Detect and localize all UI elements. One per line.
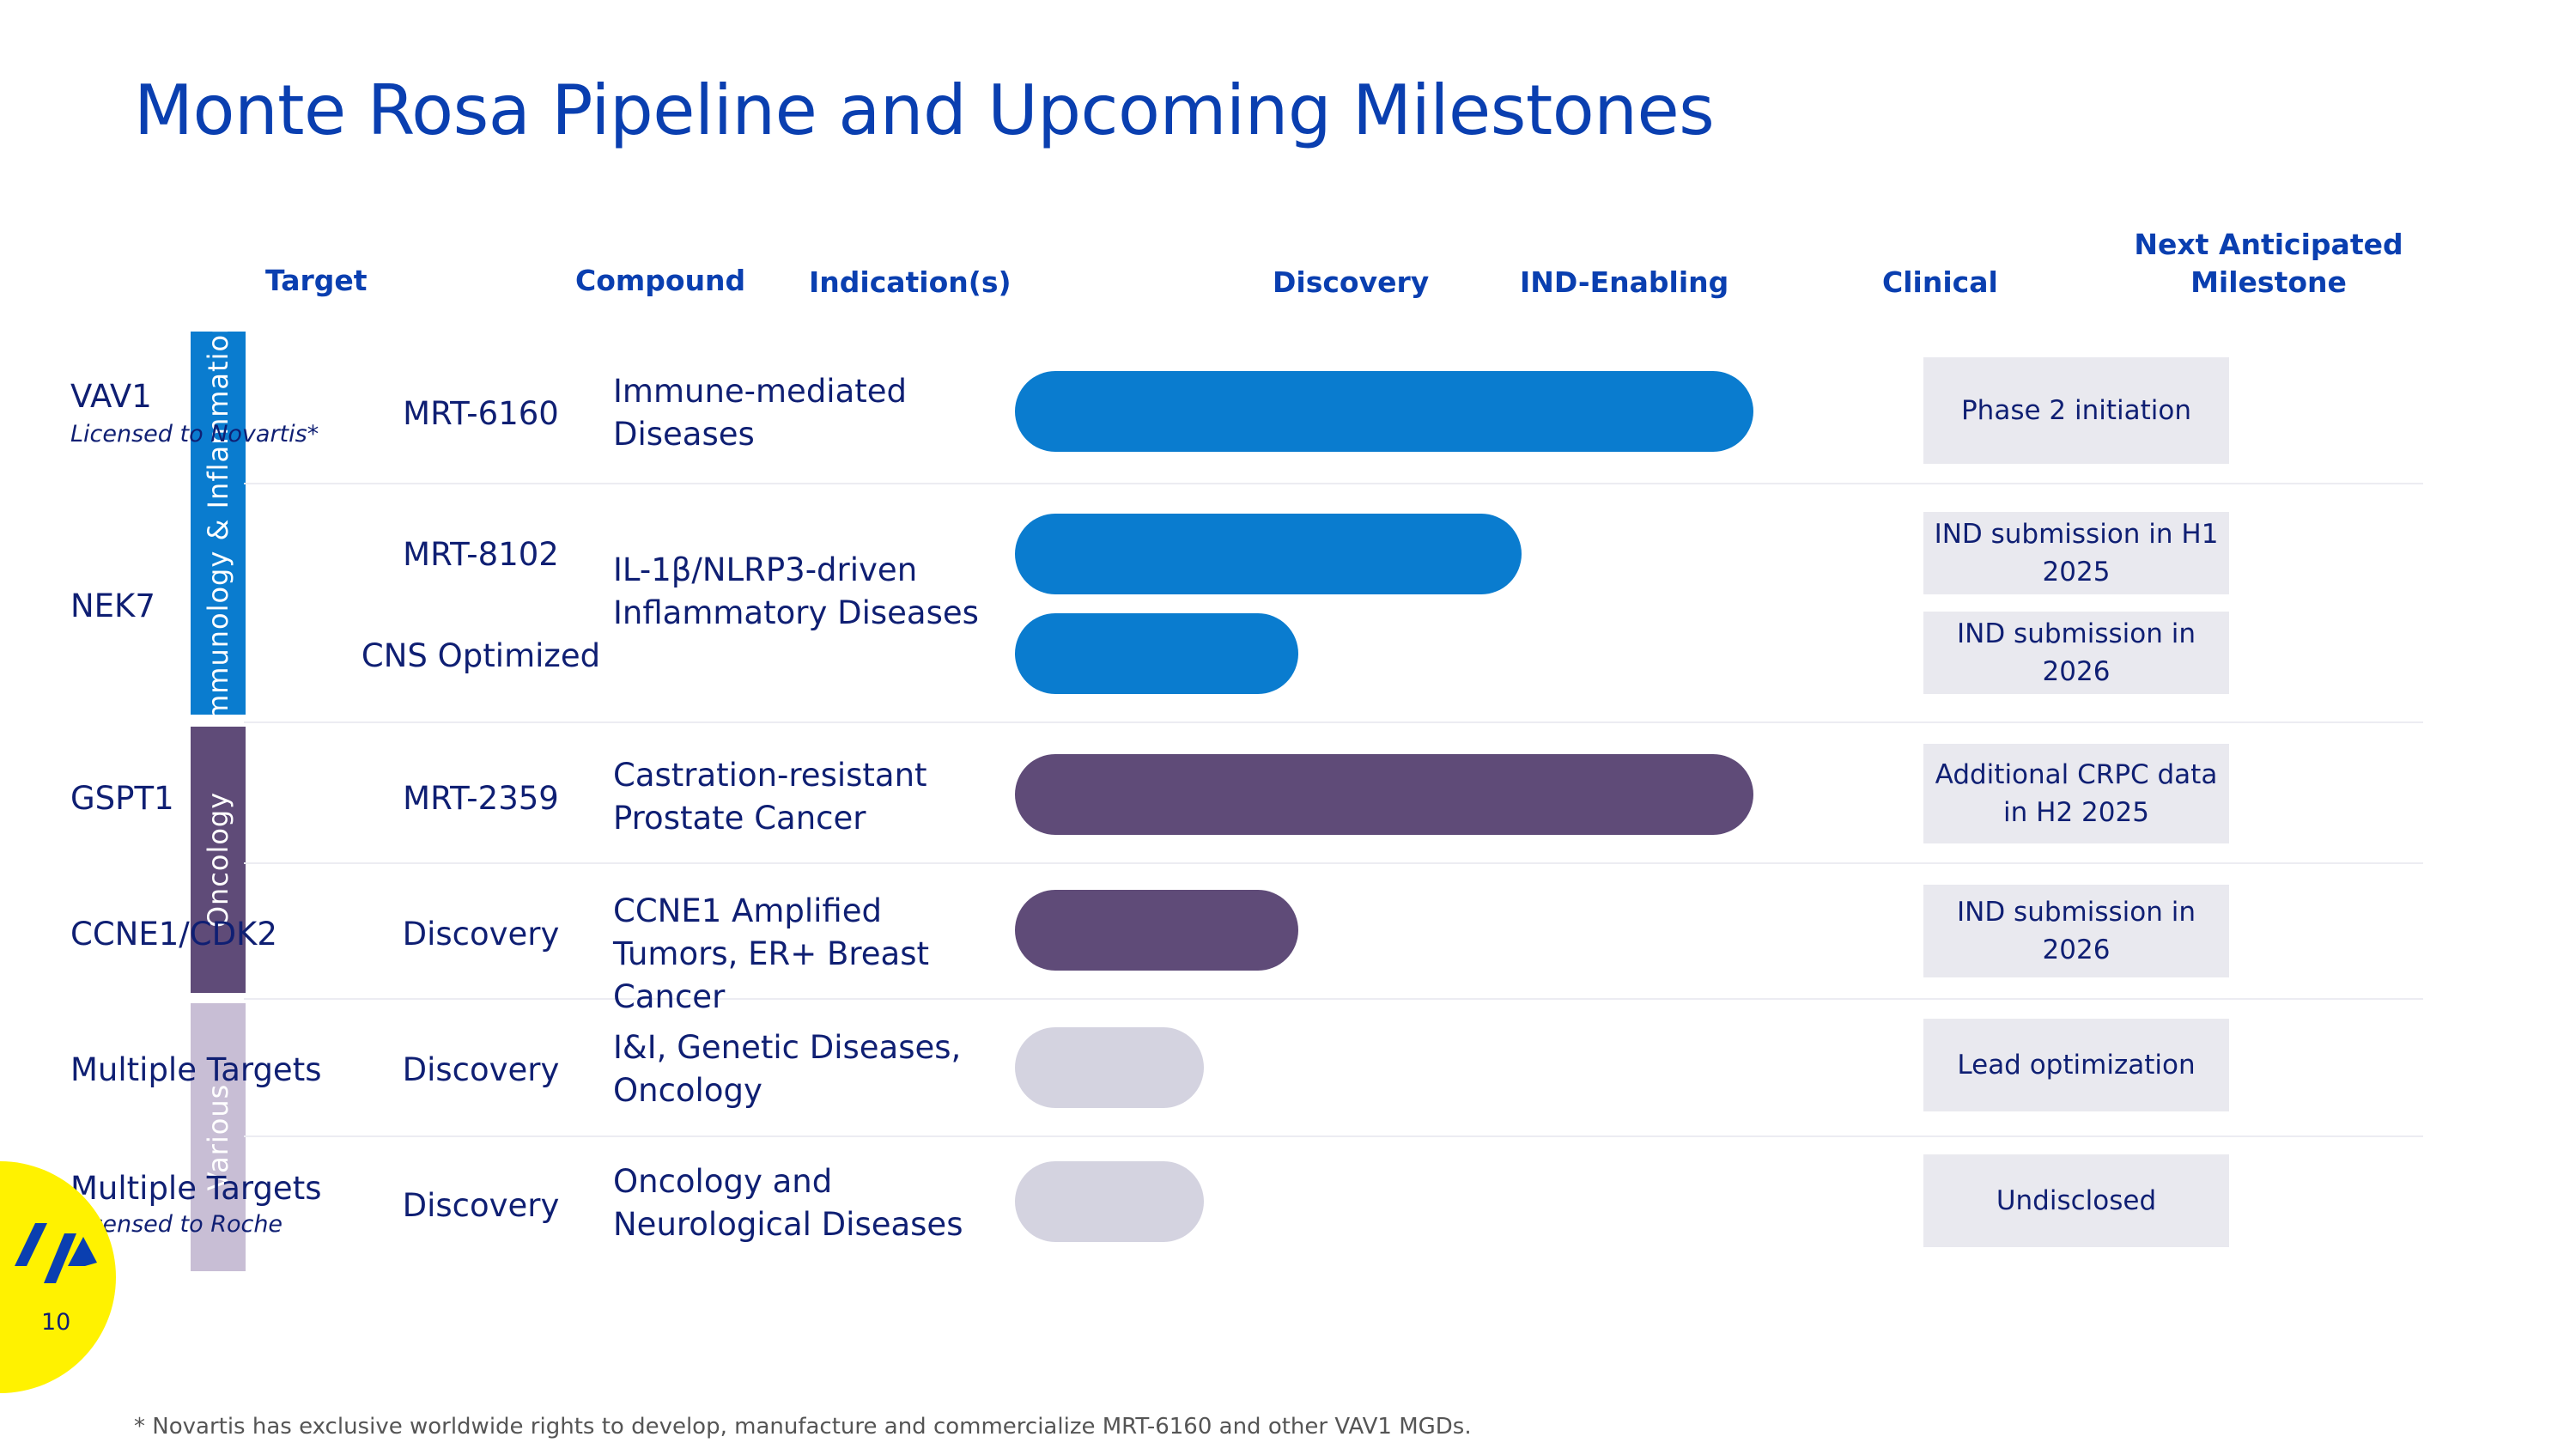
row-divider [244, 483, 2423, 484]
header-clinical: Clinical [1882, 265, 1998, 299]
row-divider [244, 721, 2423, 723]
header-next-milestone: Next Anticipated Milestone [2134, 228, 2403, 299]
page-title: Monte Rosa Pipeline and Upcoming Milesto… [134, 70, 1715, 150]
progress-bar [1015, 1027, 1204, 1108]
compound-name: CNS Optimized [361, 637, 601, 674]
compound-name: MRT-6160 [403, 395, 559, 432]
milestone-box: Lead optimization [1923, 1019, 2229, 1111]
target-name: CCNE1/CDK2 [70, 916, 277, 953]
header-target: Target [265, 264, 368, 297]
indication-text: Castration-resistant Prostate Cancer [613, 757, 927, 837]
category-label: Immunology & Inflammation [202, 315, 234, 731]
compound-name: MRT-8102 [403, 536, 559, 573]
header-ind-enabling: IND-Enabling [1520, 265, 1729, 299]
milestone-box: IND submission in 2026 [1923, 885, 2229, 977]
compound-name: Discovery [402, 1187, 560, 1224]
indication-text: IL-1β/NLRP3-driven Inflammatory Diseases [613, 551, 979, 631]
compound-name: MRT-2359 [403, 780, 559, 817]
row-divider [244, 998, 2423, 1000]
progress-bar [1015, 613, 1298, 694]
target-name: Multiple Targets [70, 1170, 322, 1207]
compound-name: Discovery [402, 1051, 560, 1088]
indication-text: Immune-mediated Diseases [613, 373, 908, 453]
target-name: VAV1 [70, 378, 152, 415]
category-band-oncology: Oncology [191, 727, 246, 993]
category-band-immunology: Immunology & Inflammation [191, 316, 246, 730]
milestone-box: Undisclosed [1923, 1154, 2229, 1247]
target-name: NEK7 [70, 588, 155, 624]
progress-bar [1015, 754, 1753, 835]
category-band-various: Various [191, 1003, 246, 1271]
category-label: Oncology [202, 791, 234, 928]
milestone-box: IND submission in H1 2025 [1923, 512, 2229, 594]
target-name: GSPT1 [70, 780, 174, 817]
indication-text: Oncology and Neurological Diseases [613, 1163, 963, 1243]
progress-bar [1015, 371, 1753, 452]
progress-bar [1015, 1161, 1204, 1242]
milestone-box: IND submission in 2026 [1923, 612, 2229, 694]
license-note: Licensed to Novartis* [70, 421, 319, 447]
target-name: Multiple Targets [70, 1051, 322, 1088]
indication-text: I&I, Genetic Diseases, Oncology [613, 1029, 962, 1109]
row-divider [244, 1135, 2423, 1137]
compound-name: Discovery [402, 916, 560, 953]
row-divider [244, 862, 2423, 864]
footnote: * Novartis has exclusive worldwide right… [134, 1414, 1472, 1440]
progress-bar [1015, 514, 1522, 594]
header-discovery: Discovery [1273, 265, 1430, 299]
milestone-box: Additional CRPC data in H2 2025 [1923, 744, 2229, 843]
mountain-logo-icon [15, 1223, 97, 1283]
milestone-box: Phase 2 initiation [1923, 357, 2229, 464]
header-compound: Compound [575, 264, 746, 297]
page-number: 10 [41, 1309, 71, 1336]
header-indication: Indication(s) [809, 265, 1012, 299]
progress-bar [1015, 890, 1298, 971]
indication-text: CCNE1 Amplified Tumors, ER+ Breast Cance… [613, 892, 929, 1015]
